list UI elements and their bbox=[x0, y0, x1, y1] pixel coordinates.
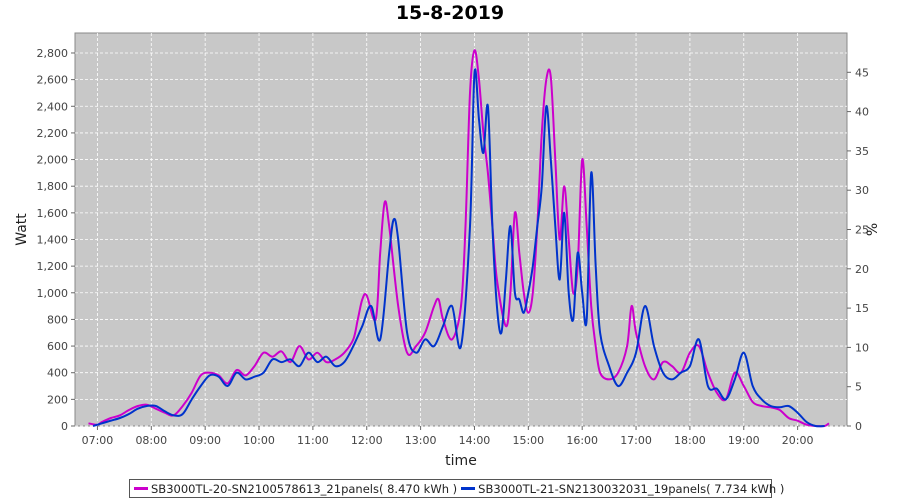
y2-tick-label: 35 bbox=[855, 145, 869, 158]
y-axis-title: Watt bbox=[14, 213, 30, 246]
y-tick-label: 1,000 bbox=[37, 287, 69, 300]
y2-tick-label: 25 bbox=[855, 224, 869, 237]
x-tick-label: 14:00 bbox=[459, 434, 491, 447]
x-tick-label: 09:00 bbox=[189, 434, 221, 447]
x-axis: 07:00 08:00 09:00 10:00 11:00 12:00 13:00 14:00… bbox=[82, 426, 814, 447]
x-tick-label: 20:00 bbox=[782, 434, 814, 447]
plot-area bbox=[74, 32, 848, 427]
x-tick-label: 07:00 bbox=[82, 434, 114, 447]
x-tick-label: 10:00 bbox=[243, 434, 275, 447]
chart-svg: 02004006008001,0001,2001,4001,6001,8002,… bbox=[14, 32, 881, 469]
legend-item-series1[interactable]: SB3000TL-20-SN2100578613_21panels( 8.470… bbox=[134, 482, 457, 496]
y2-tick-label: 0 bbox=[855, 420, 862, 433]
x-tick-label: 13:00 bbox=[405, 434, 437, 447]
y2-tick-label: 20 bbox=[855, 263, 869, 276]
y-tick-label: 800 bbox=[47, 313, 68, 326]
legend-swatch-series1 bbox=[134, 487, 148, 490]
x-tick-label: 11:00 bbox=[297, 434, 329, 447]
x-tick-label: 15:00 bbox=[512, 434, 544, 447]
y2-tick-label: 5 bbox=[855, 381, 862, 394]
y-tick-label: 1,200 bbox=[37, 260, 69, 273]
x-tick-label: 08:00 bbox=[135, 434, 167, 447]
y-tick-label: 1,600 bbox=[37, 207, 69, 220]
y-tick-label: 200 bbox=[47, 393, 68, 406]
x-tick-label: 12:00 bbox=[351, 434, 383, 447]
y-tick-label: 400 bbox=[47, 367, 68, 380]
y-tick-label: 2,200 bbox=[37, 127, 69, 140]
y2-tick-label: 10 bbox=[855, 341, 869, 354]
y-tick-label: 0 bbox=[61, 420, 68, 433]
y2-tick-label: 15 bbox=[855, 302, 869, 315]
chart-title: 15-8-2019 bbox=[395, 2, 505, 24]
y-tick-label: 2,400 bbox=[37, 100, 69, 113]
y2-tick-label: 45 bbox=[855, 66, 869, 79]
series-line-2 bbox=[92, 68, 825, 428]
x-tick-label: 17:00 bbox=[620, 434, 652, 447]
y-tick-label: 2,800 bbox=[37, 47, 69, 60]
legend-swatch-series2 bbox=[461, 487, 476, 490]
y-tick-label: 2,000 bbox=[37, 154, 69, 167]
y-axis-right: 0 5 10 15 20 25 30 35 40 45 bbox=[847, 66, 869, 433]
y2-tick-label: 40 bbox=[855, 106, 869, 119]
legend-item-series2[interactable]: SB3000TL-21-SN2130032031_19panels( 7.734… bbox=[461, 482, 784, 496]
x-tick-label: 19:00 bbox=[728, 434, 760, 447]
x-axis-title: time bbox=[445, 453, 477, 469]
legend-label-series1: SB3000TL-20-SN2100578613_21panels( 8.470… bbox=[151, 481, 458, 496]
y2-tick-label: 30 bbox=[855, 184, 869, 197]
y-axis-left: 0 200 400 600 800 1,000 1,200 1,400 1,600 1,800 2,… bbox=[37, 47, 75, 433]
x-tick-label: 16:00 bbox=[566, 434, 598, 447]
y-tick-label: 600 bbox=[47, 340, 68, 353]
y-tick-label: 1,800 bbox=[37, 180, 69, 193]
y-tick-label: 2,600 bbox=[37, 74, 69, 87]
x-tick-label: 18:00 bbox=[674, 434, 706, 447]
series-line-1 bbox=[88, 49, 830, 428]
y-tick-label: 1,400 bbox=[37, 233, 69, 246]
legend-label-series2: SB3000TL-21-SN2130032031_19panels( 7.734… bbox=[478, 481, 785, 496]
legend: SB3000TL-20-SN2100578613_21panels( 8.470… bbox=[129, 479, 784, 498]
y2-axis-title: % bbox=[865, 223, 881, 236]
series-layer bbox=[88, 49, 830, 428]
